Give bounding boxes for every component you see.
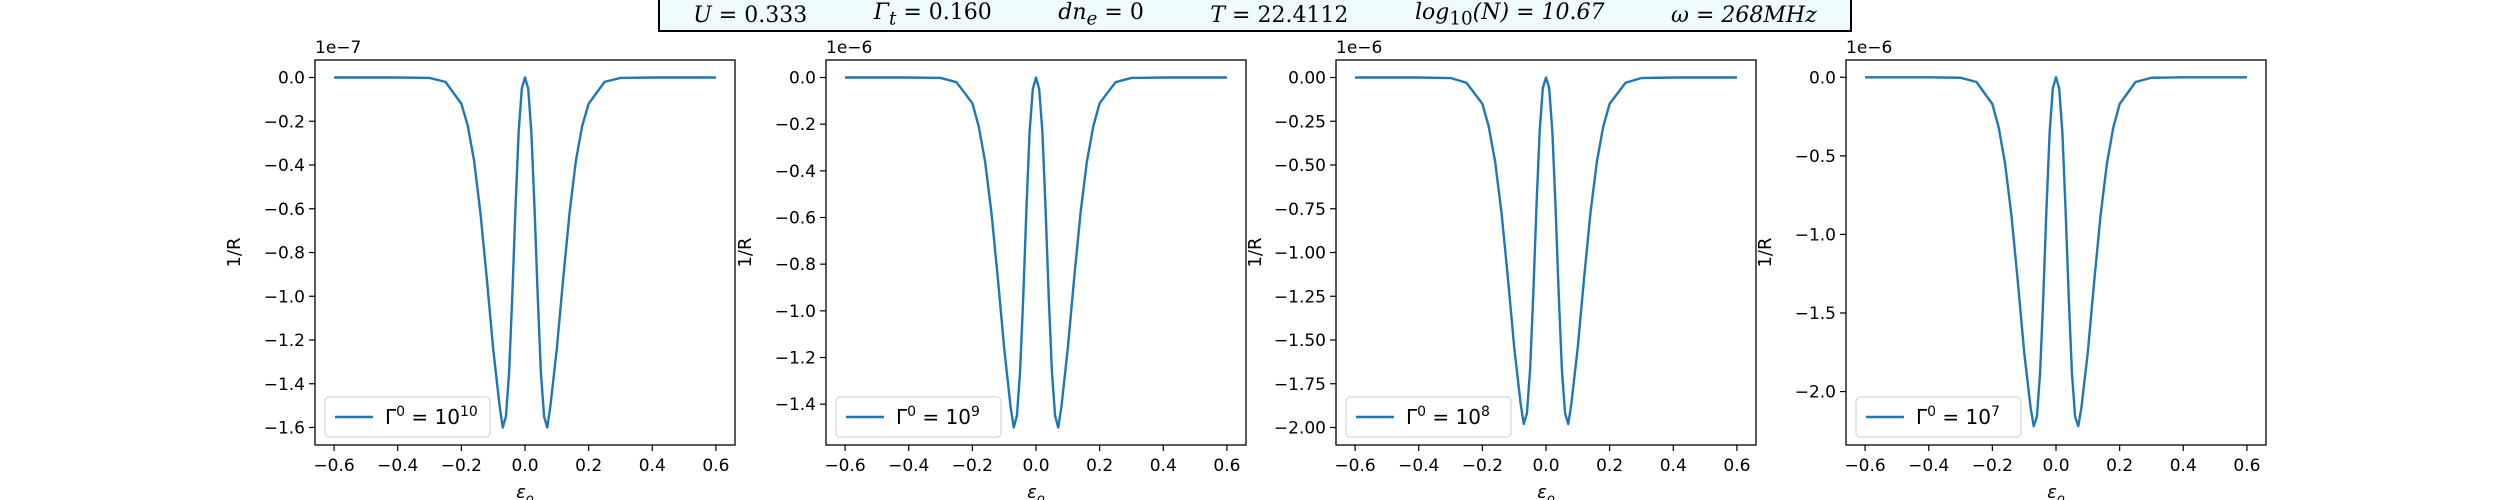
y-tick-label: 0.00 bbox=[1288, 69, 1326, 89]
y-tick-label: −0.6 bbox=[775, 209, 816, 229]
x-tick-label: 0.0 bbox=[2042, 456, 2069, 476]
y-tick-label: −0.6 bbox=[264, 200, 305, 220]
x-tick-label: 0.6 bbox=[1723, 456, 1750, 476]
legend-label: Γ0 = 108 bbox=[1406, 404, 1490, 429]
y-tick-label: −0.2 bbox=[264, 112, 305, 132]
x-axis-label: εo bbox=[1537, 482, 1555, 500]
y-tick-label: −1.00 bbox=[1274, 244, 1326, 264]
subplot-4: −0.6 −0.4 −0.2 0.0 0.2 0.4 0.6 0.0 −0.5 −1.0 −1.5 −… bbox=[1755, 38, 2267, 500]
y-tick-label: −1.0 bbox=[1795, 225, 1836, 245]
subplot-3: −0.6 −0.4 −0.2 0.0 0.2 0.4 0.6 0.00 −0.25 −0.50 −0… bbox=[1245, 38, 1757, 500]
y-tick-label: −0.8 bbox=[775, 255, 816, 275]
y-tick-label: −1.0 bbox=[264, 287, 305, 307]
series-line bbox=[1355, 76, 1737, 426]
series-line bbox=[334, 76, 716, 429]
x-tick-label: −0.6 bbox=[1844, 456, 1885, 476]
y-tick-label: −0.50 bbox=[1274, 156, 1326, 176]
x-tick-label: −0.6 bbox=[313, 456, 354, 476]
x-tick-label: 0.0 bbox=[511, 456, 538, 476]
x-tick-label: 0.2 bbox=[2106, 456, 2133, 476]
x-tick-label: 0.2 bbox=[1596, 456, 1623, 476]
y-tick-label: −0.8 bbox=[264, 244, 305, 264]
y-tick-label: −1.5 bbox=[1795, 304, 1836, 324]
y-tick-label: −1.4 bbox=[775, 395, 816, 415]
legend-box bbox=[1345, 396, 1512, 438]
series-line bbox=[845, 76, 1227, 429]
y-tick-label: −2.00 bbox=[1274, 419, 1326, 439]
y-tick-label: −0.75 bbox=[1274, 200, 1326, 220]
x-tick-label: 0.0 bbox=[1022, 456, 1049, 476]
series-line bbox=[1865, 76, 2247, 428]
x-tick-label: −0.4 bbox=[1908, 456, 1949, 476]
x-tick-label: 0.2 bbox=[1086, 456, 1113, 476]
y-tick-label: −1.0 bbox=[775, 302, 816, 322]
x-tick-label: −0.2 bbox=[1462, 456, 1503, 476]
param-u: U = 0.333 bbox=[693, 2, 808, 28]
x-tick-label: 0.6 bbox=[2233, 456, 2260, 476]
x-tick-label: −0.2 bbox=[441, 456, 482, 476]
y-tick-label: −1.75 bbox=[1274, 375, 1326, 395]
x-tick-label: −0.6 bbox=[824, 456, 865, 476]
param-omega: ω = 268MHz bbox=[1671, 2, 1817, 28]
y-offset-label: 1e−7 bbox=[315, 38, 361, 58]
x-tick-label: 0.6 bbox=[1213, 456, 1240, 476]
x-axis-label: εo bbox=[516, 482, 534, 500]
x-tick-label: −0.2 bbox=[952, 456, 993, 476]
y-tick-label: −0.4 bbox=[264, 156, 305, 176]
x-tick-label: −0.4 bbox=[1398, 456, 1439, 476]
x-tick-label: 0.4 bbox=[1660, 456, 1687, 476]
y-tick-label: −0.2 bbox=[775, 115, 816, 135]
plot-frame bbox=[1845, 59, 2267, 446]
legend-box bbox=[1855, 396, 2022, 438]
x-tick-label: 0.2 bbox=[575, 456, 602, 476]
subplot-1: −0.6 −0.4 −0.2 0.0 0.2 0.4 0.60.0−0.2−0.4−0.6−… bbox=[224, 38, 736, 500]
x-tick-label: −0.2 bbox=[1972, 456, 2013, 476]
y-tick-label: −0.5 bbox=[1795, 147, 1836, 167]
plot-frame bbox=[1335, 59, 1757, 446]
y-axis-label: 1/R bbox=[1755, 237, 1776, 267]
y-tick-label: −1.25 bbox=[1274, 287, 1326, 307]
plot-frame bbox=[825, 59, 1247, 446]
y-tick-label: 0.0 bbox=[789, 69, 816, 89]
x-tick-label: 0.4 bbox=[2170, 456, 2197, 476]
legend-box bbox=[324, 396, 491, 438]
y-tick-label: −0.4 bbox=[775, 162, 816, 182]
y-tick-label: −0.25 bbox=[1274, 112, 1326, 132]
x-axis-label: εo bbox=[2047, 482, 2065, 500]
legend-label: Γ0 = 1010 bbox=[385, 404, 478, 429]
y-tick-label: −2.0 bbox=[1795, 383, 1836, 403]
y-tick-label: −1.6 bbox=[264, 419, 305, 439]
y-offset-label: 1e−6 bbox=[826, 38, 872, 58]
x-tick-label: 0.0 bbox=[1532, 456, 1559, 476]
y-tick-label: 0.0 bbox=[1809, 68, 1836, 88]
y-axis-label: 1/R bbox=[1245, 237, 1266, 267]
x-tick-label: −0.4 bbox=[888, 456, 929, 476]
y-tick-label: −1.2 bbox=[264, 331, 305, 351]
y-axis-label: 1/R bbox=[224, 237, 245, 267]
param-t: T = 22.4112 bbox=[1210, 2, 1349, 28]
parameter-header: U = 0.333 Γt = 0.160 dne = 0 T = 22.4112… bbox=[658, 0, 1852, 32]
legend-label: Γ0 = 107 bbox=[1916, 404, 2000, 429]
subplot-2: −0.6 −0.4 −0.2 0.0 0.2 0.4 0.6 0.0 −0.2 −0.4 −0.6 −… bbox=[735, 38, 1247, 500]
x-tick-label: 0.4 bbox=[639, 456, 666, 476]
y-tick-label: 0.0 bbox=[278, 69, 305, 89]
legend-label: Γ0 = 109 bbox=[896, 404, 980, 429]
legend-box bbox=[835, 396, 1002, 438]
param-dne: dne = 0 bbox=[1058, 0, 1144, 30]
plot-frame bbox=[314, 59, 736, 446]
y-tick-label: −1.50 bbox=[1274, 331, 1326, 351]
x-tick-label: −0.4 bbox=[377, 456, 418, 476]
y-tick-label: −1.4 bbox=[264, 375, 305, 395]
y-offset-label: 1e−6 bbox=[1846, 38, 1892, 58]
x-axis-label: εo bbox=[1027, 482, 1045, 500]
y-axis-label: 1/R bbox=[735, 237, 756, 267]
x-tick-label: −0.6 bbox=[1334, 456, 1375, 476]
y-offset-label: 1e−6 bbox=[1336, 38, 1382, 58]
x-tick-label: 0.4 bbox=[1150, 456, 1177, 476]
y-tick-label: −1.2 bbox=[775, 349, 816, 369]
param-gamma-t: Γt = 0.160 bbox=[873, 0, 992, 30]
param-log-n: log10(N) = 10.67 bbox=[1414, 0, 1605, 30]
x-tick-label: 0.6 bbox=[702, 456, 729, 476]
